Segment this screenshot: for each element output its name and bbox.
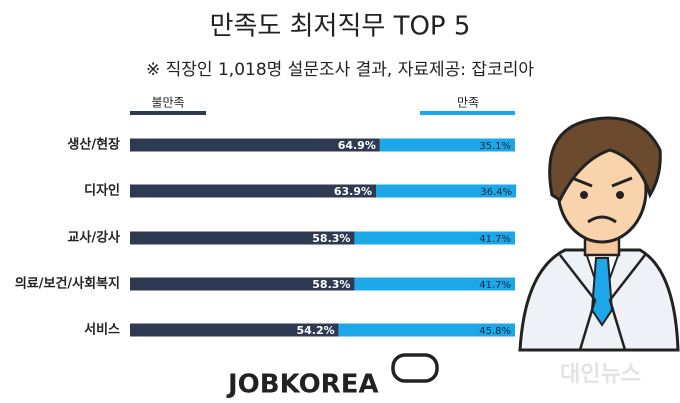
legend-swatch	[130, 111, 206, 115]
category-label: 서비스	[84, 323, 120, 338]
bar-segment	[130, 277, 355, 291]
category-label: 교사/강사	[67, 230, 120, 246]
bar-segment	[130, 323, 339, 337]
jobkorea-logo: JOBKOREA	[226, 353, 439, 400]
legend-label: 불만족	[151, 96, 184, 110]
bar-segment	[130, 184, 377, 198]
value-label: 36.4%	[480, 187, 512, 198]
value-label: 54.2%	[296, 324, 334, 337]
bar-segment	[130, 231, 355, 245]
illustration	[518, 116, 680, 352]
category-label: 생산/현장	[67, 137, 120, 153]
value-label: 58.3%	[312, 232, 350, 245]
legend-label: 만족	[457, 96, 479, 110]
chart-subtitle: ※ 직장인 1,018명 설문조사 결과, 자료제공: 잡코리아	[146, 60, 534, 80]
bar-segment	[354, 277, 515, 291]
bar-segment	[338, 323, 515, 337]
bar-segment	[130, 138, 380, 152]
category-label: 의료/보건/사회복지	[15, 276, 120, 292]
chart-title: 만족도 최저직무 TOP 5	[210, 12, 471, 42]
legend-swatch	[420, 111, 515, 115]
bar-segment	[376, 184, 517, 198]
bar-segment	[379, 138, 515, 152]
category-label: 디자인	[84, 183, 120, 199]
value-label: 41.7%	[479, 234, 511, 245]
watermark: 대인뉴스	[560, 362, 641, 387]
value-label: 58.3%	[312, 278, 350, 291]
value-label: 41.7%	[479, 280, 511, 291]
bar-segment	[354, 231, 515, 245]
value-label: 63.9%	[334, 185, 372, 198]
logo-text: JOBKOREA	[226, 370, 379, 400]
value-label: 35.1%	[479, 141, 511, 152]
value-label: 45.8%	[479, 326, 511, 337]
value-label: 64.9%	[338, 139, 376, 152]
